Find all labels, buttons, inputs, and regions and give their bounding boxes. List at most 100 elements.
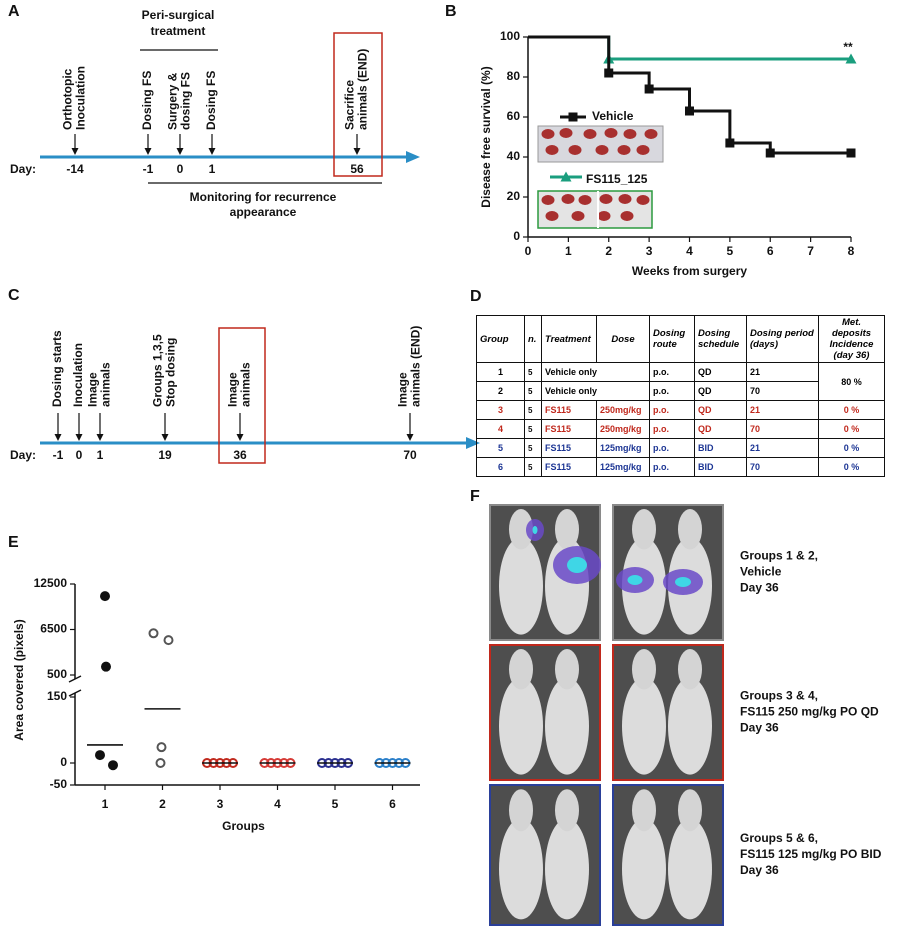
x-tick-label: 1 <box>102 797 109 811</box>
header-text: treatment <box>151 24 206 38</box>
survival-line <box>528 35 851 155</box>
x-tick-label: 0 <box>525 244 532 258</box>
cell: 125mg/kg <box>596 438 650 458</box>
event-label: Groups 1,3,5 <box>151 334 165 407</box>
x-tick-label: 5 <box>332 797 339 811</box>
data-point <box>163 635 174 646</box>
cell: Vehicle only <box>541 381 650 401</box>
footer-text: appearance <box>230 205 297 219</box>
cell: 250mg/kg <box>596 400 650 420</box>
x-tick-label: 8 <box>848 244 855 258</box>
cell: 21 <box>746 400 819 420</box>
event-label: Image <box>396 372 410 407</box>
arrow-head <box>96 434 104 441</box>
cell: FS115 <box>541 400 597 420</box>
marker <box>560 171 572 182</box>
cell: 125mg/kg <box>596 457 650 477</box>
event-label: animals <box>99 362 113 407</box>
cell: 70 <box>746 457 819 477</box>
x-tick-label: 2 <box>159 797 166 811</box>
cell: 0 % <box>818 438 885 458</box>
axis-break <box>68 689 82 697</box>
tissue <box>578 195 592 205</box>
marker <box>846 148 856 158</box>
x-axis-label: Weeks from surgery <box>632 264 747 278</box>
mouse-body <box>499 818 543 920</box>
mouse-head <box>555 789 579 832</box>
y-tick-label: 40 <box>507 149 521 163</box>
day-value: 1 <box>209 162 216 176</box>
data-point <box>148 628 159 639</box>
day-value: -1 <box>143 162 154 176</box>
mouse-body <box>545 818 589 920</box>
x-tick-label: 2 <box>605 244 612 258</box>
cell: p.o. <box>649 457 695 477</box>
mouse-body <box>499 677 543 775</box>
timeline-arrow <box>406 151 420 163</box>
cell: 5 <box>524 381 542 401</box>
y-tick-label: 0 <box>513 229 520 243</box>
tissue <box>559 128 573 138</box>
panel-label: B <box>445 3 457 20</box>
mouse-body <box>668 677 712 775</box>
day-value: 36 <box>233 448 247 462</box>
cell: p.o. <box>649 381 695 401</box>
tissue <box>599 194 613 204</box>
arrow-head <box>75 434 83 441</box>
marker <box>568 112 578 122</box>
mouse-head <box>555 509 579 550</box>
y-tick-label: 12500 <box>34 576 68 590</box>
cell: 5 <box>524 400 542 420</box>
mouse-head <box>632 649 656 690</box>
y-tick-label: 500 <box>47 667 67 681</box>
tissue <box>636 195 650 205</box>
cell: 5 <box>524 362 542 382</box>
caption: FS115 250 mg/kg PO QD <box>740 705 879 719</box>
cell: 70 <box>746 381 819 401</box>
event-label: Sacrifice <box>343 80 357 130</box>
day-label: Day: <box>10 448 36 462</box>
cell: 80 % <box>818 362 885 401</box>
tissue <box>623 129 637 139</box>
mouse-head <box>678 789 702 832</box>
tissue <box>604 128 618 138</box>
mouse-head <box>555 649 579 690</box>
day-label: Day: <box>10 162 36 176</box>
header-cell: Group <box>476 315 525 363</box>
panel-label: C <box>8 287 20 304</box>
arrow-head <box>161 434 169 441</box>
caption: Groups 3 & 4, <box>740 689 818 703</box>
mouse-body <box>668 818 712 920</box>
x-tick-label: 3 <box>217 797 224 811</box>
x-tick-label: 1 <box>565 244 572 258</box>
caption: Groups 1 & 2, <box>740 549 818 563</box>
cell: 5 <box>524 457 542 477</box>
marker <box>685 106 694 116</box>
cell: p.o. <box>649 362 695 382</box>
header-cell: Treatment <box>541 315 597 363</box>
event-label: Dosing starts <box>50 330 64 407</box>
x-tick-label: 6 <box>767 244 774 258</box>
mouse-head <box>509 789 533 832</box>
caption: Day 36 <box>740 721 779 735</box>
tissue <box>568 145 582 155</box>
header-cell: n. <box>524 315 542 363</box>
tissue <box>617 145 631 155</box>
day-value: -1 <box>53 448 64 462</box>
tissue <box>571 211 585 221</box>
header-cell: Dosing route <box>649 315 695 363</box>
caption: FS115 125 mg/kg PO BID <box>740 847 882 861</box>
x-tick-label: 7 <box>807 244 814 258</box>
day-value: 19 <box>158 448 172 462</box>
cell: 2 <box>476 381 525 401</box>
day-value: 56 <box>350 162 364 176</box>
day-value: 1 <box>97 448 104 462</box>
caption: Day 36 <box>740 581 779 595</box>
marker <box>725 138 735 148</box>
tissue <box>583 129 597 139</box>
arrow-head <box>144 148 152 155</box>
mouse-body <box>622 677 666 775</box>
legend-label: FS115_125 <box>586 172 648 186</box>
cell: 6 <box>476 457 525 477</box>
